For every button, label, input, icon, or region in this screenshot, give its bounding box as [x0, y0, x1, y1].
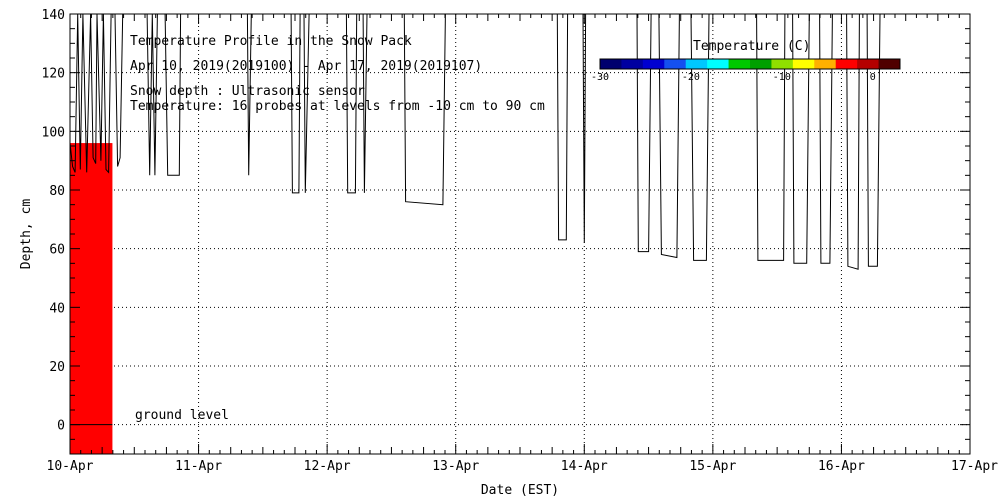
y-tick-label: 120: [42, 67, 65, 82]
x-tick-label: 17-Apr: [951, 459, 998, 474]
y-tick-label: 0: [57, 419, 65, 434]
colorbar-frame: [599, 58, 901, 70]
colorbar-segment: [728, 59, 751, 69]
chart-title: Temperature Profile in the Snow Pack: [130, 34, 412, 49]
legend-colorbar: -30 -20 -10 0: [591, 58, 901, 83]
colorbar-segment: [621, 59, 644, 69]
x-tick-label: 14-Apr: [561, 459, 608, 474]
colorbar-segment: [664, 59, 687, 69]
note-snow-depth: Snow depth : Ultrasonic sensor: [130, 84, 365, 99]
colorbar-tick-label: -20: [682, 72, 700, 83]
x-tick-label: 12-Apr: [304, 459, 351, 474]
note-temperature: Temperature: 16 probes at levels from -1…: [130, 99, 545, 114]
colorbar-segment: [685, 59, 708, 69]
colorbar-tick-label: -30: [591, 72, 609, 83]
ground-level-label: ground level: [135, 408, 229, 423]
x-tick-label: 15-Apr: [689, 459, 736, 474]
y-tick-label: 80: [49, 184, 65, 199]
plot-area: [70, 14, 970, 454]
colorbar-tick-label: 0: [870, 72, 876, 83]
colorbar-segment: [750, 59, 772, 69]
legend-title: Temperature (C): [693, 39, 810, 54]
colorbar-segment: [857, 59, 880, 69]
x-tick-label: 16-Apr: [818, 459, 865, 474]
colorbar-segment: [878, 59, 901, 69]
x-tick-label: 13-Apr: [432, 459, 479, 474]
colorbar-segment: [771, 59, 794, 69]
chart-subtitle: Apr 10, 2019(2019100) - Apr 17, 2019(201…: [130, 59, 482, 74]
colorbar-segment: [792, 59, 815, 69]
y-tick-label: 60: [49, 243, 65, 258]
temperature-fill: [70, 143, 113, 455]
y-tick-label: 100: [42, 125, 65, 140]
colorbar-tick-label: -10: [773, 72, 791, 83]
x-tick-label: 11-Apr: [175, 459, 222, 474]
y-tick-label: 20: [49, 360, 65, 375]
series-line-snow-depth: [69, 13, 881, 270]
y-tick-label: 140: [42, 8, 65, 23]
colorbar-segment: [814, 59, 837, 69]
x-axis-label: Date (EST): [481, 483, 559, 498]
y-tick-label: 40: [49, 301, 65, 316]
axes: 0 20 40 60 80 100 120 140 10-Apr 11-Apr 12-Apr 13-A…: [42, 8, 999, 474]
y-axis-label: Depth, cm: [19, 199, 34, 270]
colorbar-segment: [600, 59, 622, 69]
colorbar-segment: [835, 59, 858, 69]
colorbar-segment: [707, 59, 730, 69]
colorbar-segment: [642, 59, 665, 69]
x-tick-label: 10-Apr: [47, 459, 94, 474]
